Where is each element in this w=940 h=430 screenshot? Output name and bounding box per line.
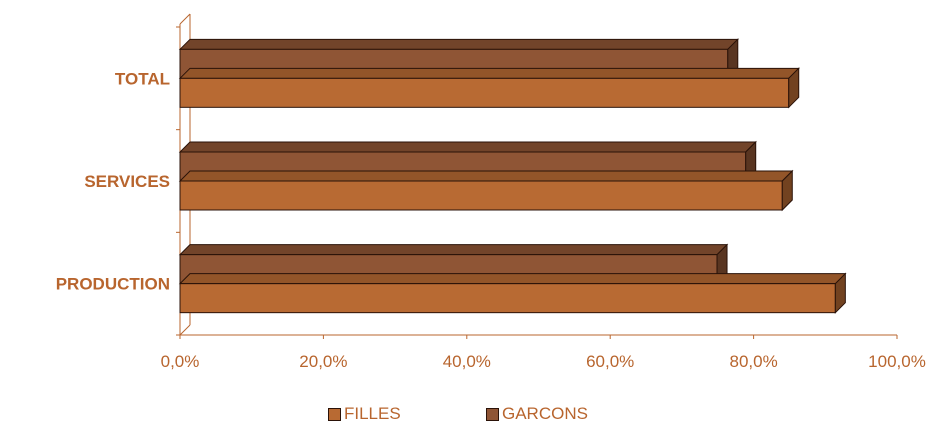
category-labels: TOTAL SERVICES PRODUCTION <box>56 69 170 293</box>
bar-top-face <box>178 170 794 182</box>
category-label-total: TOTAL <box>115 69 170 88</box>
legend-swatch-filles <box>328 407 341 421</box>
bar-side-face <box>781 169 793 212</box>
bar-filles-production <box>178 272 847 314</box>
x-tick-label: 100,0% <box>868 352 926 371</box>
legend-item-garcons: GARCONS <box>486 404 588 424</box>
legend-label-garcons: GARCONS <box>502 404 588 423</box>
chart-bars <box>178 38 847 314</box>
bar-side-face <box>834 272 846 314</box>
x-tick-label: 40,0% <box>443 352 491 371</box>
bar-filles-services <box>178 169 794 212</box>
legend-swatch-garcons <box>486 407 499 421</box>
bar-filles-total <box>178 67 800 109</box>
x-tick-labels: 0,0% 20,0% 40,0% 60,0% 80,0% 100,0% <box>161 352 926 371</box>
bar-top-face <box>178 141 757 153</box>
floor-edge <box>179 324 191 336</box>
category-label-services: SERVICES <box>84 172 170 191</box>
bar-front-face <box>179 77 790 108</box>
x-tick-label: 20,0% <box>299 352 347 371</box>
back-wall-top-edge <box>179 13 191 25</box>
bar-front-face <box>179 283 836 314</box>
bar-top-face <box>178 67 800 79</box>
bar-top-face <box>178 273 847 285</box>
bar-top-face <box>178 38 739 50</box>
x-tick-label: 0,0% <box>161 352 200 371</box>
x-tick-label: 80,0% <box>729 352 777 371</box>
legend-label-filles: FILLES <box>344 404 401 423</box>
legend: FILLES GARCONS <box>0 404 940 426</box>
category-label-production: PRODUCTION <box>56 275 170 294</box>
bar-side-face <box>788 67 800 109</box>
bar-top-face <box>178 244 729 256</box>
legend-item-filles: FILLES <box>328 404 401 424</box>
bar-front-face <box>179 180 783 211</box>
x-tick-label: 60,0% <box>586 352 634 371</box>
